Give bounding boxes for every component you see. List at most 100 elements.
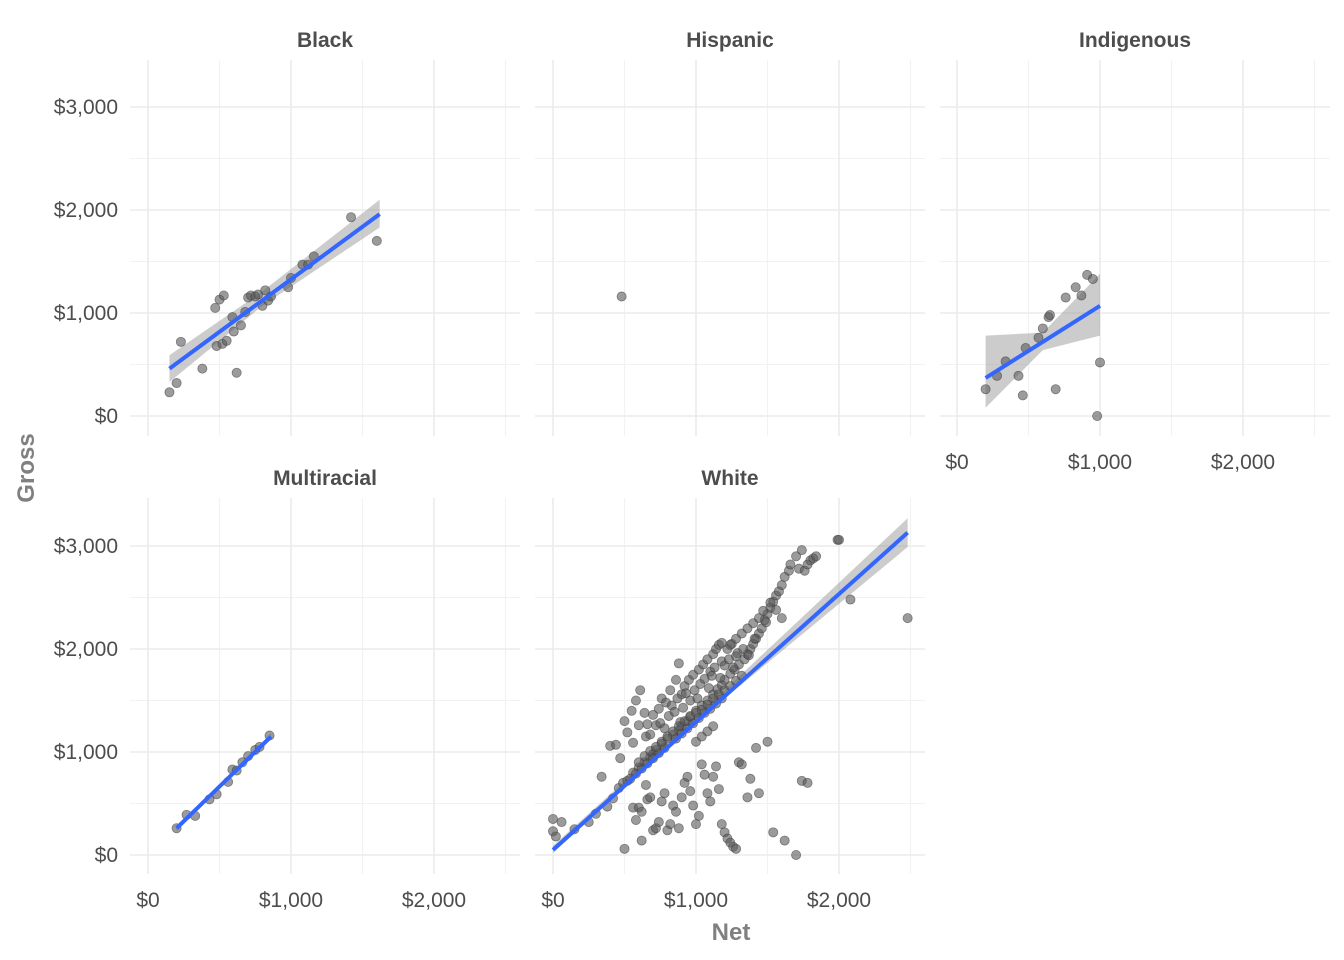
facet-multiracial: Multiracial: [130, 467, 520, 874]
fit-line: [551, 531, 909, 852]
data-point: [619, 716, 630, 727]
data-point: [685, 786, 696, 797]
data-point: [678, 702, 689, 713]
data-point: [1017, 390, 1028, 401]
data-point: [371, 235, 382, 246]
data-point: [796, 545, 807, 556]
data-point: [731, 651, 742, 662]
data-point: [696, 759, 707, 770]
data-point: [682, 771, 693, 782]
data-point: [1095, 357, 1106, 368]
data-point: [648, 709, 659, 720]
data-point: [197, 363, 208, 374]
data-point: [771, 604, 782, 615]
data-point: [845, 594, 856, 605]
data-point: [616, 291, 627, 302]
data-point: [670, 806, 681, 817]
data-point: [1050, 384, 1061, 395]
data-point: [715, 672, 726, 683]
x-tick-label: $1,000: [664, 889, 728, 912]
data-point: [630, 695, 641, 706]
data-point: [751, 742, 762, 753]
data-point: [1060, 292, 1071, 303]
data-point: [636, 806, 647, 817]
points: [548, 534, 913, 861]
data-point: [688, 800, 699, 811]
data-point: [743, 650, 754, 661]
x-tick-label: $0: [945, 451, 968, 474]
x-tick-label: $1,000: [1068, 451, 1132, 474]
y-tick-label: $0: [95, 405, 118, 428]
data-point: [703, 683, 714, 694]
data-point: [550, 831, 561, 842]
data-point: [785, 559, 796, 570]
data-point: [725, 639, 736, 650]
data-point: [665, 685, 676, 696]
data-point: [1076, 290, 1087, 301]
data-point: [738, 644, 749, 655]
facet-title: Hispanic: [686, 29, 774, 52]
x-tick-label: $2,000: [402, 889, 466, 912]
data-point: [802, 777, 813, 788]
data-point: [669, 706, 680, 717]
y-axis-tick-labels: $0 $1,000 $2,000 $3,000 $0 $1,000 $2,000 $3,000: [54, 96, 118, 867]
data-point: [346, 212, 357, 223]
data-point: [736, 759, 747, 770]
data-point: [164, 387, 175, 398]
facet-hispanic: Hispanic: [535, 29, 925, 436]
data-point: [762, 736, 773, 747]
data-point: [231, 367, 242, 378]
data-point: [731, 843, 742, 854]
y-tick-label: $2,000: [54, 199, 118, 222]
data-point: [626, 705, 637, 716]
data-point: [716, 637, 727, 648]
facet-black: Black: [130, 29, 520, 436]
data-point: [716, 819, 727, 830]
data-point: [622, 727, 633, 738]
data-point: [706, 670, 717, 681]
y-tick-label: $1,000: [54, 741, 118, 764]
data-point: [791, 850, 802, 861]
data-point: [221, 335, 232, 346]
data-point: [210, 302, 221, 313]
x-tick-label: $0: [136, 889, 159, 912]
data-point: [228, 326, 239, 337]
data-point: [768, 827, 779, 838]
data-point: [1070, 282, 1081, 293]
data-point: [758, 605, 769, 616]
data-point: [1013, 370, 1024, 381]
fit-line: [984, 304, 1102, 380]
facet-title: Multiracial: [273, 467, 377, 490]
facet-panels: Black Hispanic Indigenous Multiracial White: [130, 29, 1330, 874]
data-point: [642, 719, 653, 730]
fit-line: [175, 735, 273, 830]
data-point: [659, 723, 670, 734]
x-tick-label: $2,000: [807, 889, 871, 912]
data-point: [670, 674, 681, 685]
data-point: [834, 534, 845, 545]
data-point: [673, 658, 684, 669]
facet-title: Black: [297, 29, 353, 52]
x-tick-label: $2,000: [1211, 451, 1275, 474]
data-point: [596, 771, 607, 782]
data-point: [615, 753, 626, 764]
data-point: [645, 729, 656, 740]
data-point: [692, 693, 703, 704]
data-point: [235, 320, 246, 331]
x-tick-label: $1,000: [259, 889, 323, 912]
data-point: [672, 693, 683, 704]
data-point: [639, 707, 650, 718]
data-point: [779, 835, 790, 846]
fit-line: [168, 212, 381, 371]
data-point: [676, 792, 687, 803]
data-point: [1037, 323, 1048, 334]
data-point: [653, 703, 664, 714]
y-tick-label: $3,000: [54, 96, 118, 119]
data-point: [673, 823, 684, 834]
data-point: [753, 788, 764, 799]
x-tick-label: $0: [541, 889, 564, 912]
y-tick-label: $1,000: [54, 302, 118, 325]
data-point: [175, 336, 186, 347]
data-point: [791, 551, 802, 562]
